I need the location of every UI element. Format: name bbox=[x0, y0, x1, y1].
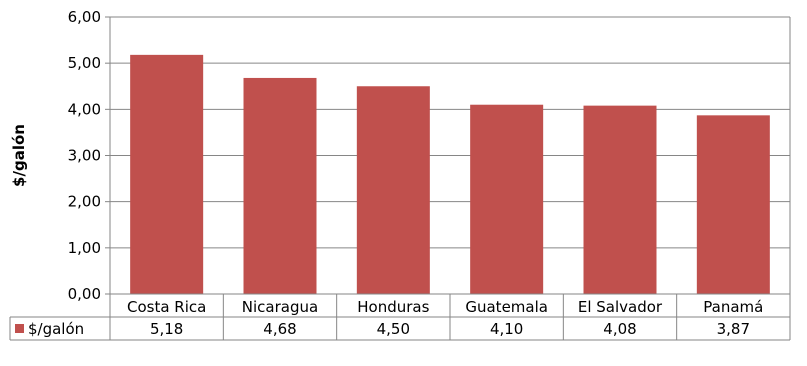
gridlines bbox=[110, 16, 790, 249]
data-table-value: 3,87 bbox=[717, 320, 750, 338]
x-category-label: Panamá bbox=[703, 298, 763, 316]
legend-swatch bbox=[15, 324, 24, 333]
bar bbox=[470, 104, 544, 294]
data-table: Costa Rica Nicaragua Honduras Guatemala El S… bbox=[9, 294, 791, 341]
y-tick-label: 5,00 bbox=[68, 54, 101, 72]
data-table-value: 4,68 bbox=[263, 320, 296, 338]
bar bbox=[356, 86, 430, 294]
data-table-value: 4,50 bbox=[377, 320, 410, 338]
y-axis-label: $/galón bbox=[10, 124, 28, 187]
bars bbox=[130, 54, 770, 295]
y-tick-label: 1,00 bbox=[68, 239, 101, 257]
bar bbox=[583, 105, 657, 294]
y-tick-label: 0,00 bbox=[68, 285, 101, 303]
y-tick-label: 6,00 bbox=[68, 8, 101, 26]
data-table-value: 4,10 bbox=[490, 320, 523, 338]
bar bbox=[696, 115, 770, 295]
x-category-label: El Salvador bbox=[578, 298, 663, 316]
legend-label: $/galón bbox=[28, 320, 84, 338]
x-category-label: Nicaragua bbox=[242, 298, 318, 316]
data-table-value: 4,08 bbox=[603, 320, 636, 338]
bar bbox=[130, 54, 204, 295]
x-category-label: Guatemala bbox=[465, 298, 548, 316]
y-tick-label: 4,00 bbox=[68, 100, 101, 118]
y-tick-label: 3,00 bbox=[68, 147, 101, 165]
y-tick-label: 2,00 bbox=[68, 193, 101, 211]
bar bbox=[243, 77, 317, 294]
x-category-label: Honduras bbox=[357, 298, 429, 316]
data-table-value: 5,18 bbox=[150, 320, 183, 338]
x-category-label: Costa Rica bbox=[127, 298, 206, 316]
